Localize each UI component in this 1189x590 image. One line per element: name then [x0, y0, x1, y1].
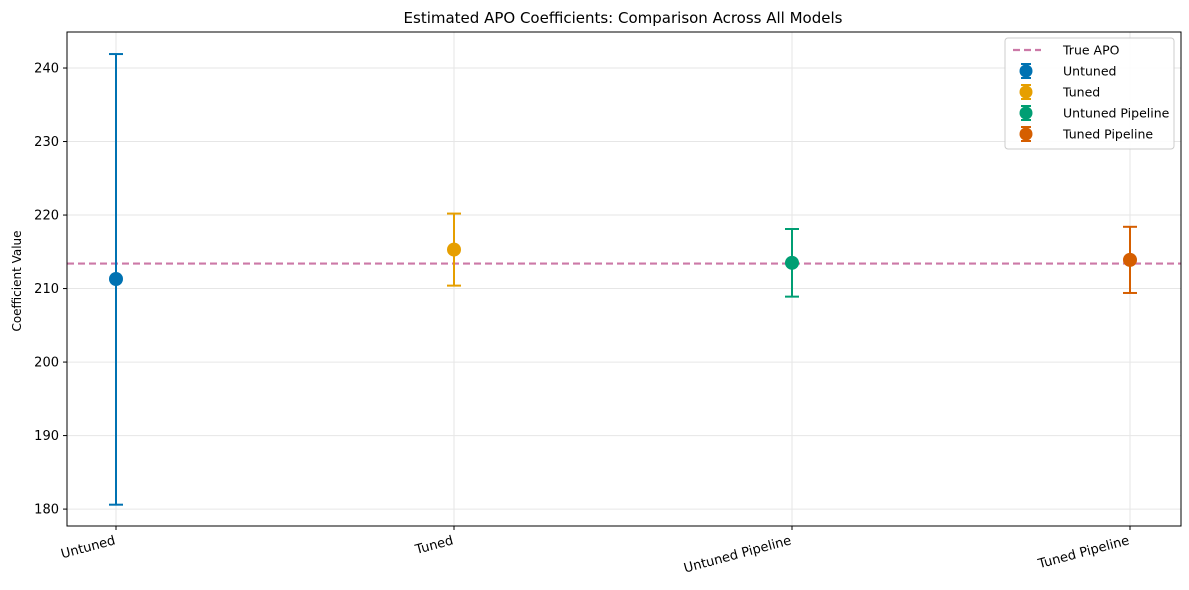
x-tick-label: Untuned — [59, 533, 117, 562]
errorbar-untuned — [109, 53, 123, 506]
estimate-point — [785, 255, 799, 270]
plot-frame — [66, 31, 1182, 527]
estimate-point — [109, 272, 123, 286]
y-tick-label: 210 — [34, 282, 59, 297]
legend-swatch-point — [1019, 85, 1033, 99]
y-tick-label: 200 — [34, 356, 59, 371]
legend-label: Untuned Pipeline — [1063, 106, 1170, 121]
legend: True APO Untuned Tuned Untuned Pipeline Tune… — [1004, 37, 1175, 150]
chart-title: Estimated APO Coefficients: Comparison A… — [404, 9, 843, 27]
legend-label: Tuned — [1062, 85, 1100, 100]
legend-box — [1004, 37, 1175, 150]
axis-ticks: 180 190 200 210 220 230 240 Untuned Tuned Untuned… — [34, 62, 1131, 577]
legend-label-true-apo: True APO — [1062, 43, 1120, 58]
errorbar-tuned-pipeline — [1123, 225, 1137, 294]
y-axis-label: Coefficient Value — [10, 230, 24, 331]
y-tick-label: 240 — [34, 62, 59, 77]
y-tick-label: 180 — [34, 503, 59, 518]
legend-swatch-point — [1019, 127, 1033, 141]
legend-swatch-point — [1019, 106, 1033, 120]
x-tick-label: Tuned Pipeline — [1036, 533, 1131, 572]
data-layer — [109, 53, 1137, 506]
y-tick-label: 220 — [34, 209, 59, 224]
legend-label: Untuned — [1063, 64, 1116, 79]
estimate-point — [1123, 252, 1137, 267]
y-tick-label: 230 — [34, 135, 59, 150]
y-tick-label: 190 — [34, 429, 59, 444]
legend-swatch-point — [1019, 64, 1033, 78]
legend-label: Tuned Pipeline — [1062, 127, 1153, 142]
x-tick-label: Tuned — [413, 533, 455, 558]
errorbar-tuned — [447, 212, 461, 287]
x-tick-label: Untuned Pipeline — [682, 533, 793, 576]
errorbar-untuned-pipeline — [785, 228, 799, 298]
estimate-point — [447, 242, 461, 257]
